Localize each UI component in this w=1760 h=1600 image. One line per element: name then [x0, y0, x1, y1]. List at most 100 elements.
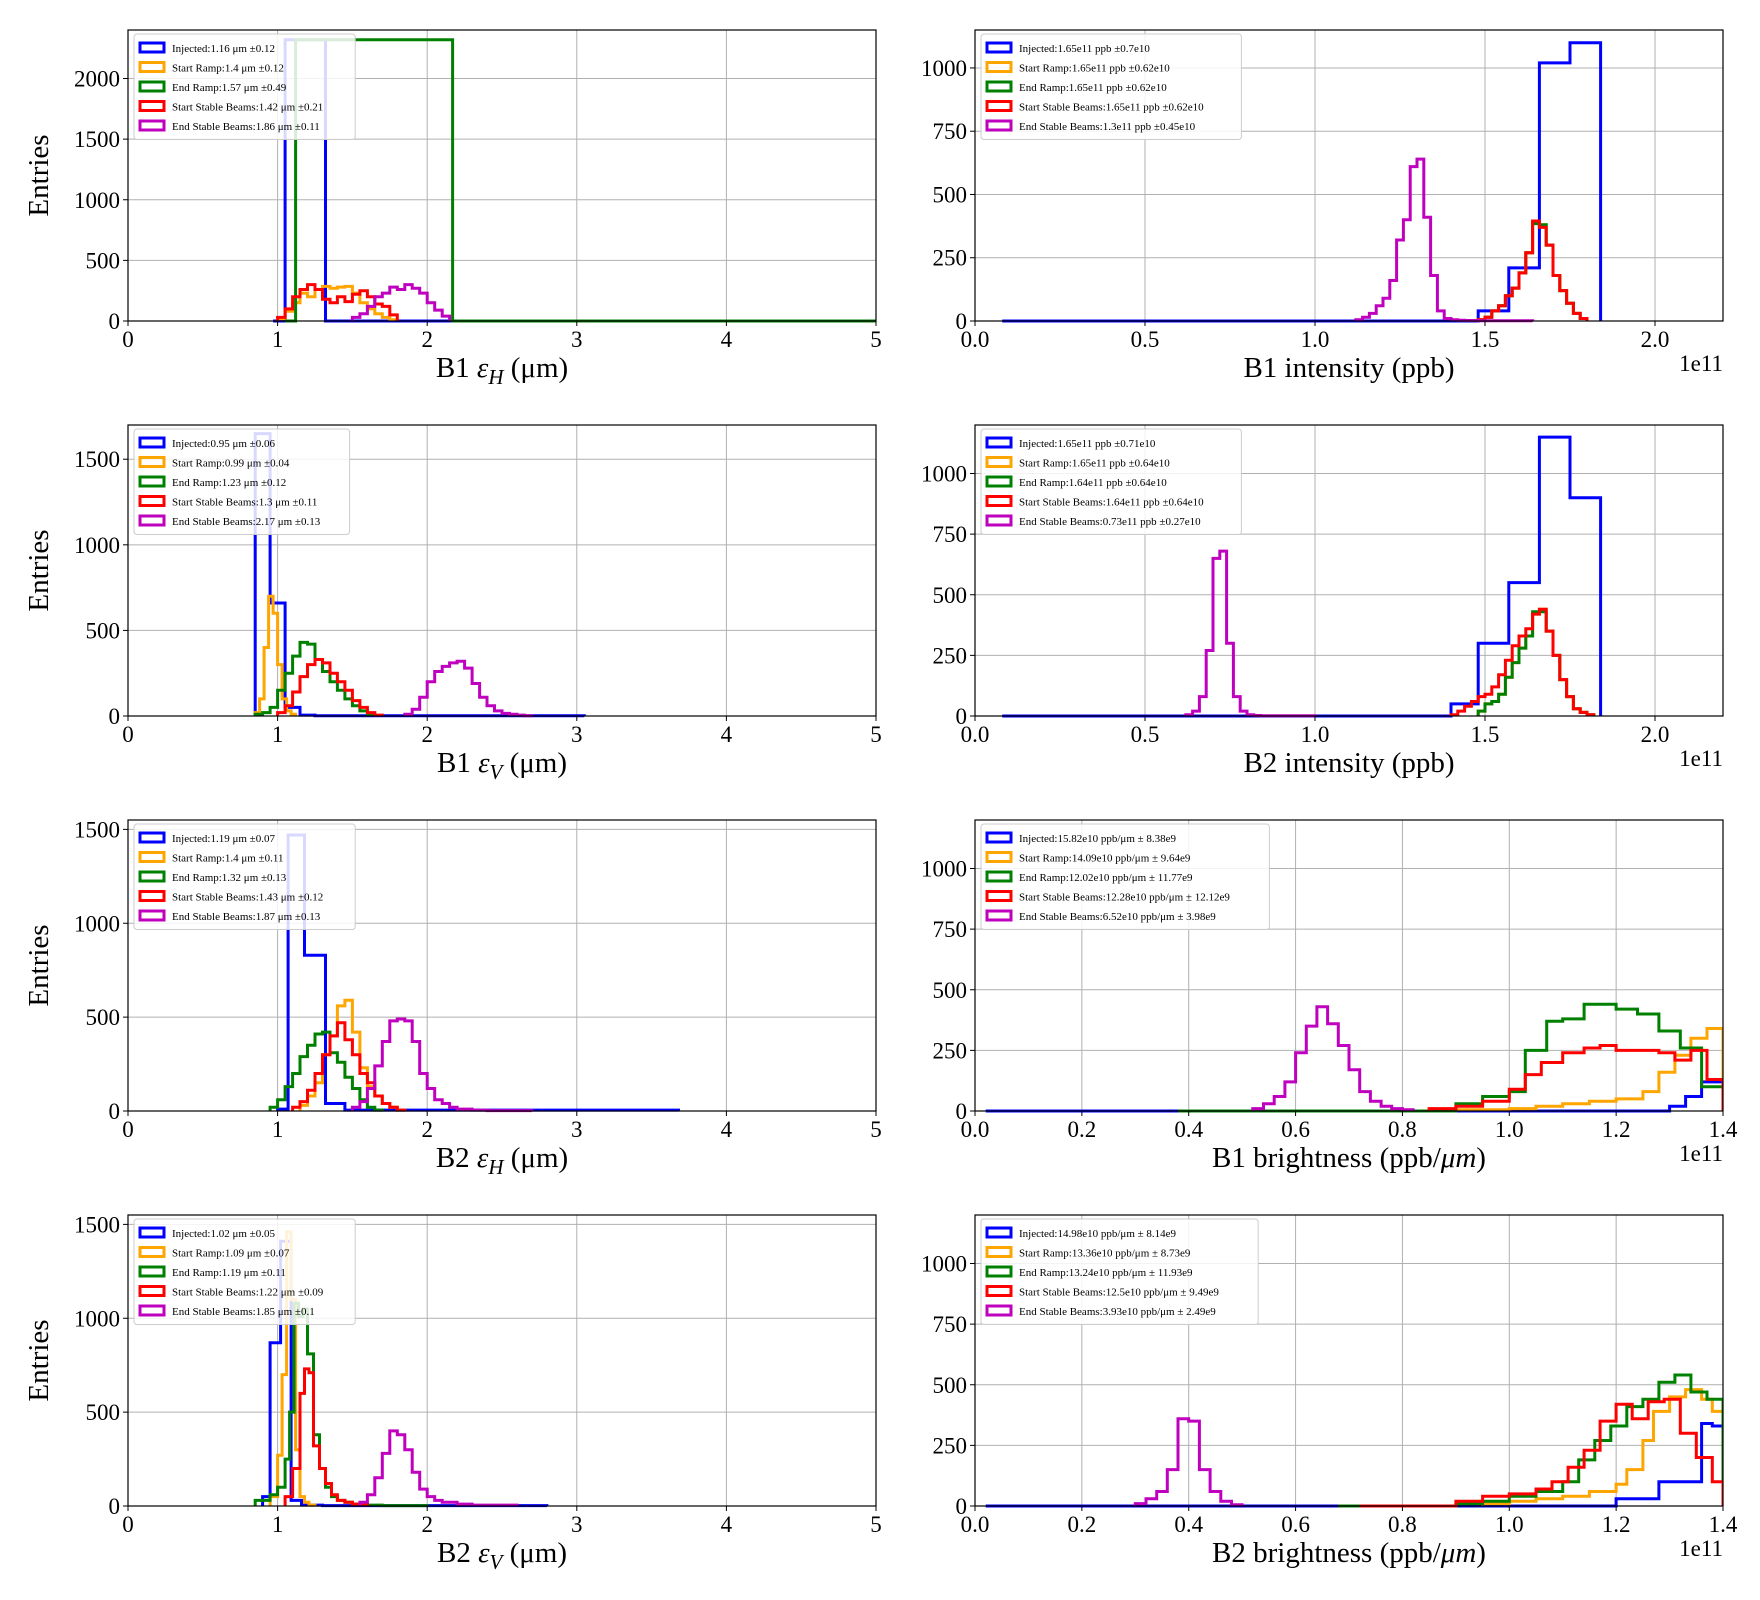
y-tick-label: 1500	[74, 1212, 120, 1237]
x-tick-label: 5	[870, 1512, 882, 1537]
legend: Injected:1.19 μm ±0.07 Start Ramp:1.4 μm …	[133, 823, 356, 930]
legend-swatch	[138, 61, 166, 73]
legend-box	[980, 1218, 1259, 1325]
x-tick-label: 4	[721, 722, 733, 747]
series-group	[268, 833, 680, 1113]
series-line-end-ramp	[1178, 1002, 1723, 1113]
x-tick-label: 0.4	[1174, 1117, 1203, 1142]
axes-frame	[127, 29, 877, 322]
legend-entry: Start Ramp:1.4 μm ±0.12	[172, 63, 284, 75]
legend-entry: End Stable Beams:0.73e11 ppb ±0.27e10	[1019, 516, 1201, 528]
series-line-injected	[985, 1422, 1723, 1508]
x-tick-label: 0.2	[1067, 1117, 1096, 1142]
x-axis-label-symbol: ε	[477, 352, 489, 384]
legend-entry: End Stable Beams:1.85 μm ±0.1	[172, 1306, 315, 1318]
legend-swatch	[985, 436, 1013, 449]
legend-entry: Start Ramp:1.65e11 ppb ±0.64e10	[1019, 458, 1170, 470]
legend-box	[133, 1218, 356, 1325]
legend-entry: Start Ramp:1.4 μm ±0.11	[172, 853, 283, 865]
legend-entry: Start Stable Beams:1.42 μm ±0.21	[172, 102, 323, 114]
x-axis-label: B2 εH (μm)	[436, 1142, 568, 1179]
legend-swatch	[138, 1265, 166, 1278]
legend-entry: Start Stable Beams:12.28e10 ppb/μm ± 12.…	[1019, 892, 1230, 904]
y-tick-label: 1000	[921, 56, 967, 81]
legend-swatch	[985, 1246, 1013, 1258]
legend-box	[133, 823, 356, 930]
x-tick-label: 1.4	[1709, 1117, 1738, 1142]
chart-panel-p2: 0.0 0.5 1.0 1.5 2.0 0 250 500 750 1000 B1 intensit…	[921, 29, 1724, 384]
x-tick-label: 0.4	[1174, 1512, 1203, 1537]
axes-frame	[974, 819, 1724, 1112]
chart-panel-p1: 0 1 2 3 4 5 0 500 1000 1500 2000 B1 εH (μm) Entries I…	[23, 29, 882, 389]
y-tick-label: 0	[956, 1494, 968, 1519]
legend-swatch	[985, 1285, 1013, 1297]
legend-swatch	[138, 41, 166, 54]
x-tick-label: 3	[571, 1117, 583, 1142]
legend-entry: Injected:1.16 μm ±0.12	[172, 43, 275, 55]
y-tick-label: 1000	[74, 911, 120, 936]
x-tick-label: 3	[571, 722, 583, 747]
x-axis-label-main: B1	[436, 352, 477, 384]
y-tick-label: 0	[956, 704, 968, 729]
legend: Injected:14.98e10 ppb/μm ± 8.14e9 Start R…	[980, 1218, 1259, 1325]
legend-swatch	[985, 1226, 1013, 1239]
legend-swatch	[138, 119, 166, 132]
x-axis-label-symbol: μm	[1440, 1142, 1477, 1174]
x-tick-label: 4	[721, 1117, 733, 1142]
chart-panel-p7: 0 1 2 3 4 5 0 500 1000 1500 B2 εV (μm) Entries Injec…	[23, 1212, 882, 1574]
x-axis-label-unit: (μm)	[502, 1537, 567, 1569]
legend-entry: End Ramp:1.64e11 ppb ±0.64e10	[1019, 477, 1167, 489]
x-tick-label: 1.0	[1495, 1512, 1524, 1537]
legend-swatch	[985, 851, 1013, 863]
x-tick-label: 1.2	[1602, 1117, 1631, 1142]
legend-entry: End Stable Beams:2.17 μm ±0.13	[172, 516, 321, 528]
axes-frame	[974, 1214, 1724, 1507]
series-line-start-ramp	[1454, 1027, 1723, 1112]
legend-swatch	[985, 475, 1013, 488]
series-line-start-stable-beams	[1359, 1397, 1723, 1508]
y-tick-label: 250	[933, 1038, 968, 1063]
x-tick-label: 1.0	[1301, 722, 1330, 747]
legend: Injected:1.16 μm ±0.12 Start Ramp:1.4 μm …	[133, 33, 356, 140]
legend-swatch	[138, 80, 166, 93]
x-tick-label: 0.6	[1281, 1512, 1310, 1537]
y-tick-label: 500	[86, 1005, 121, 1030]
legend-entry: Injected:1.02 μm ±0.05	[172, 1228, 275, 1240]
legend-box	[133, 33, 356, 140]
series-line-injected	[985, 1080, 1723, 1113]
y-tick-label: 1000	[921, 462, 967, 487]
axes-frame	[127, 819, 877, 1112]
x-tick-label: 2	[421, 722, 433, 747]
legend-entry: End Stable Beams:3.93e10 ppb/μm ± 2.49e9	[1019, 1306, 1216, 1318]
legend-entry: End Ramp:13.24e10 ppb/μm ± 11.93e9	[1019, 1267, 1193, 1279]
x-axis-label-main: B1 intensity (ppb)	[1243, 352, 1454, 384]
x-axis-label-subscript: H	[487, 1155, 505, 1179]
legend-entry: Start Stable Beams:1.43 μm ±0.12	[172, 892, 323, 904]
y-tick-label: 0	[109, 1099, 121, 1124]
series-line-end-stable-beams	[1251, 1005, 1415, 1112]
chart-panel-p4: 0.0 0.5 1.0 1.5 2.0 0 250 500 750 1000 B2 intensit…	[921, 424, 1724, 779]
series-group	[1002, 435, 1603, 718]
axes-frame	[127, 1214, 877, 1507]
legend-entry: End Ramp:1.23 μm ±0.12	[172, 477, 286, 489]
y-tick-label: 1000	[74, 188, 120, 213]
x-tick-label: 0	[122, 327, 134, 352]
legend-entry: Start Ramp:0.99 μm ±0.04	[172, 458, 290, 470]
legend-swatch	[138, 851, 166, 863]
chart-panel-p3: 0 1 2 3 4 5 0 500 1000 1500 B1 εV (μm) Entries Injec…	[23, 424, 882, 784]
y-tick-label: 500	[86, 248, 121, 273]
series-group	[985, 1002, 1723, 1113]
series-line-start-stable-beams	[1449, 607, 1596, 717]
axes-frame	[127, 424, 877, 717]
x-axis-label-subscript: H	[487, 365, 505, 389]
legend-swatch	[985, 1304, 1013, 1317]
series-line-start-ramp	[1481, 1388, 1723, 1506]
legend-swatch	[985, 890, 1013, 902]
x-axis-label: B2 brightness (ppb/μm)	[1212, 1537, 1486, 1569]
x-tick-label: 0.5	[1131, 722, 1160, 747]
legend-entry: Injected:14.98e10 ppb/μm ± 8.14e9	[1019, 1228, 1177, 1240]
legend-entry: Injected:1.19 μm ±0.07	[172, 833, 275, 845]
x-tick-label: 1.5	[1471, 722, 1500, 747]
series-line-start-stable-beams	[1427, 1044, 1723, 1111]
